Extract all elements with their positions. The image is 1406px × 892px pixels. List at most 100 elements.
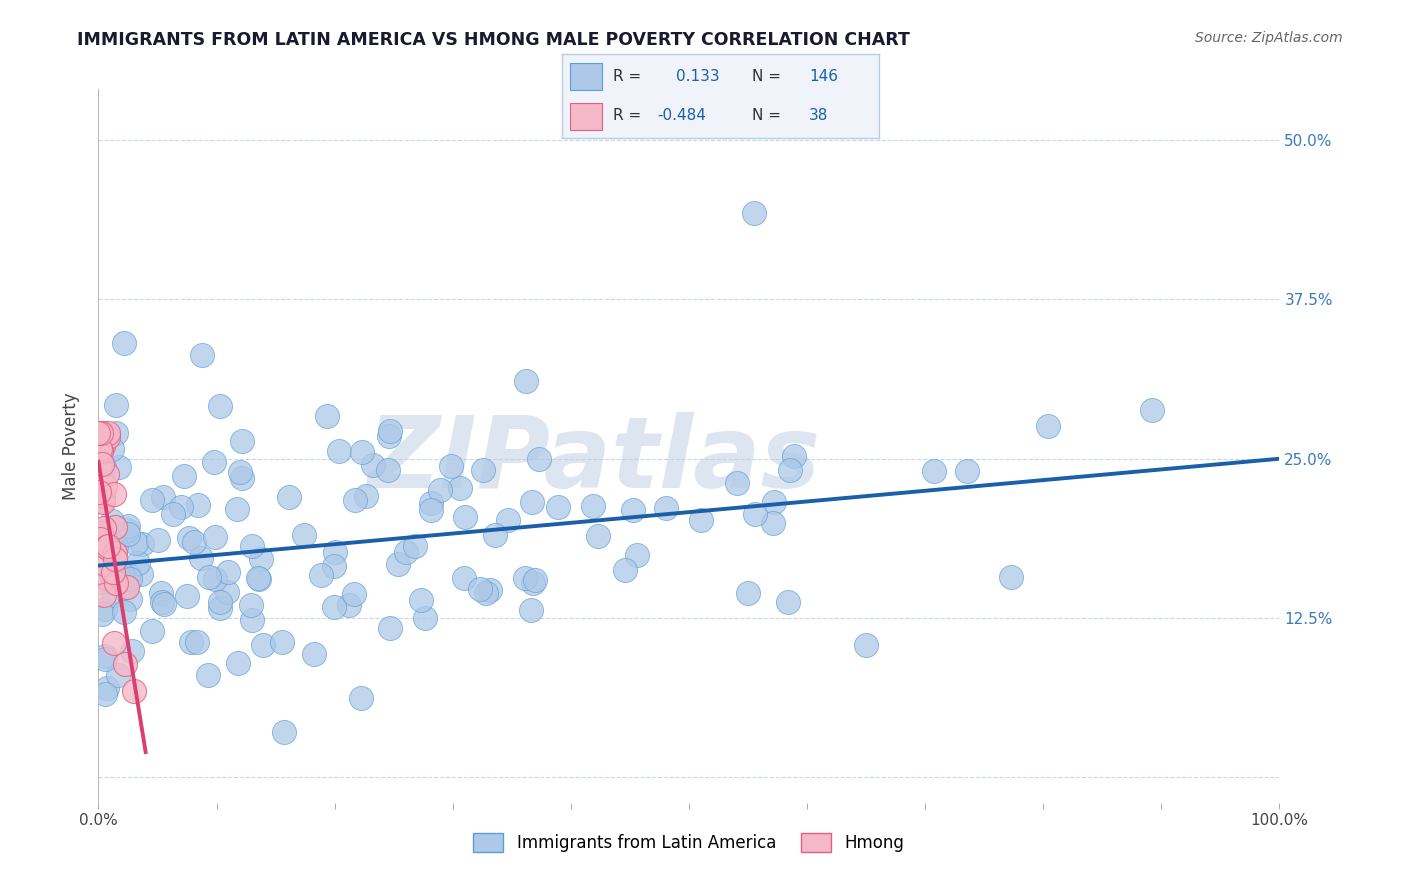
Point (621, 503, 644, 517)
Point (471, 463, 494, 477)
Point (141, 624, 163, 639)
Point (117, 527, 139, 541)
Point (90, 426, 112, 441)
Point (107, 668, 129, 682)
Point (176, 589, 198, 603)
Point (783, 449, 806, 463)
Point (180, 635, 202, 649)
Point (90, 574, 112, 589)
Point (115, 580, 138, 594)
Point (112, 335, 135, 350)
Point (90, 494, 112, 508)
Point (208, 399, 231, 413)
Point (105, 425, 128, 440)
Point (115, 523, 138, 537)
Point (315, 409, 337, 423)
Point (247, 572, 270, 586)
Point (104, 399, 127, 413)
Point (197, 570, 219, 584)
Y-axis label: Male Poverty: Male Poverty (62, 392, 80, 500)
Point (209, 595, 232, 609)
Point (273, 724, 295, 739)
Point (104, 573, 127, 587)
Point (129, 566, 152, 581)
Point (468, 582, 491, 596)
Point (94, 557, 117, 571)
Point (114, 580, 136, 594)
Text: IMMIGRANTS FROM LATIN AMERICA VS HMONG MALE POVERTY CORRELATION CHART: IMMIGRANTS FROM LATIN AMERICA VS HMONG M… (77, 31, 910, 49)
Point (103, 520, 125, 534)
Point (91, 426, 114, 441)
Point (271, 635, 294, 649)
Point (89, 455, 111, 469)
Point (91, 495, 114, 509)
Point (191, 348, 214, 362)
Point (97, 543, 120, 558)
Point (103, 551, 125, 566)
Text: R =: R = (613, 69, 641, 84)
Point (419, 503, 441, 517)
Point (104, 546, 127, 560)
Point (520, 495, 543, 509)
Point (141, 493, 163, 508)
Point (87, 426, 110, 441)
Point (779, 463, 801, 477)
Point (89, 442, 111, 456)
Point (762, 495, 785, 509)
Point (377, 463, 399, 477)
Point (100, 514, 122, 528)
Point (93, 460, 115, 475)
Point (173, 469, 195, 483)
Point (94, 687, 117, 701)
Point (94, 570, 117, 584)
Point (454, 509, 477, 524)
Point (378, 429, 401, 443)
Point (420, 496, 443, 510)
Point (90, 526, 112, 541)
Point (586, 529, 609, 543)
Point (149, 586, 172, 600)
Point (380, 621, 402, 635)
Bar (571, 103, 602, 130)
Point (240, 614, 263, 628)
Point (104, 576, 127, 591)
Text: 38: 38 (810, 108, 828, 123)
Point (395, 545, 418, 559)
Point (204, 530, 226, 544)
Text: N =: N = (752, 108, 782, 123)
Point (231, 434, 253, 449)
Point (762, 516, 785, 530)
Point (309, 568, 332, 582)
Point (118, 572, 141, 586)
Point (105, 539, 128, 553)
Point (97, 539, 120, 553)
Point (252, 638, 274, 652)
Point (689, 513, 711, 527)
Point (103, 487, 125, 501)
Point (93, 588, 115, 602)
Point (520, 603, 543, 617)
Point (90, 444, 112, 458)
Text: Source: ZipAtlas.com: Source: ZipAtlas.com (1195, 31, 1343, 45)
Point (131, 537, 153, 551)
Point (187, 498, 209, 512)
Point (409, 593, 432, 607)
Point (190, 551, 212, 566)
Point (90, 527, 112, 541)
Point (855, 638, 877, 652)
Point (725, 476, 748, 491)
Point (112, 605, 135, 619)
Point (153, 597, 176, 611)
Point (94, 479, 117, 493)
Point (208, 600, 231, 615)
Point (496, 513, 519, 527)
Text: 146: 146 (810, 69, 838, 84)
Point (1036, 419, 1059, 434)
Text: -0.484: -0.484 (657, 108, 706, 123)
Point (170, 500, 193, 514)
Point (387, 557, 409, 571)
Point (91, 607, 114, 622)
Point (323, 558, 346, 573)
Point (125, 536, 148, 550)
Text: ZIPatlas: ZIPatlas (368, 412, 821, 508)
